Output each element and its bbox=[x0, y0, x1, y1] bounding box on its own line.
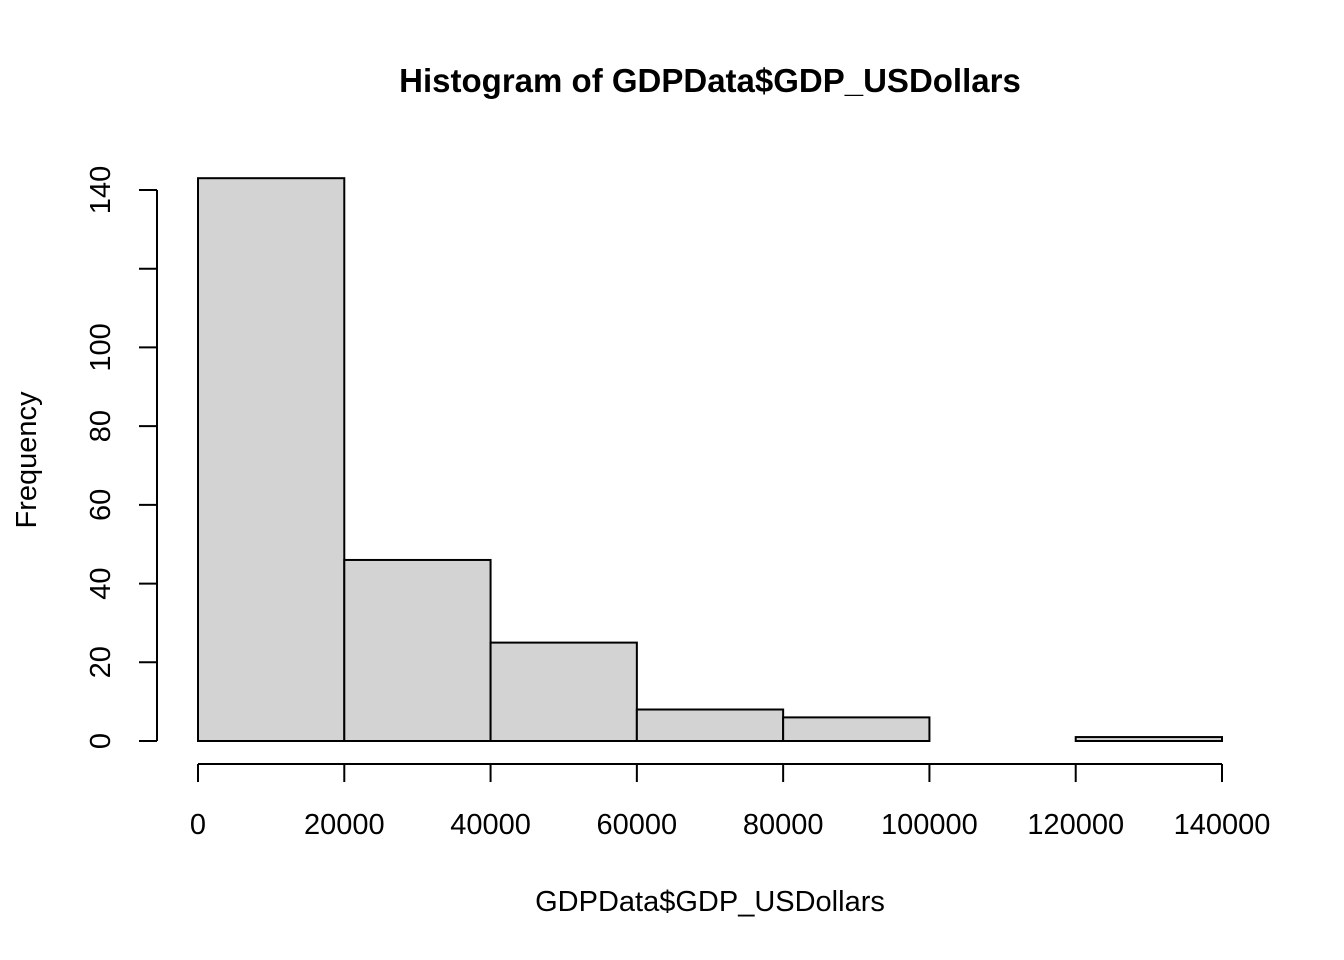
x-tick-label: 100000 bbox=[881, 809, 978, 841]
histogram-bar-3 bbox=[635, 708, 785, 742]
y-tick-label: 60 bbox=[85, 489, 117, 521]
chart-title: Histogram of GDPData$GDP_USDollars bbox=[399, 62, 1021, 99]
y-tick-label: 100 bbox=[85, 323, 117, 371]
y-tick-label: 140 bbox=[85, 166, 117, 214]
x-tick-label: 80000 bbox=[743, 809, 824, 841]
y-tick-label: 0 bbox=[85, 733, 117, 749]
x-axis: 0 20000 40000 60000 80000 100000 120000 140000 bbox=[190, 763, 1271, 841]
histogram-bar-1 bbox=[343, 558, 492, 743]
y-axis-label: Frequency bbox=[11, 391, 43, 529]
x-tick-label: 20000 bbox=[304, 809, 385, 841]
y-axis: 0 20 40 60 80 100 140 bbox=[85, 166, 158, 749]
y-tick-label: 40 bbox=[85, 567, 117, 599]
y-tick-label: 80 bbox=[85, 410, 117, 442]
histogram-bar-0 bbox=[197, 177, 346, 742]
bars-group bbox=[197, 177, 1223, 743]
histogram-bar-4 bbox=[782, 716, 931, 743]
histogram-bar-2 bbox=[489, 641, 638, 742]
x-tick-label: 120000 bbox=[1027, 809, 1124, 841]
x-tick-label: 140000 bbox=[1174, 809, 1271, 841]
histogram-bar-6 bbox=[1074, 736, 1223, 742]
x-tick-label: 0 bbox=[190, 809, 206, 841]
x-tick-label: 40000 bbox=[450, 809, 531, 841]
y-tick-label: 20 bbox=[85, 646, 117, 678]
x-axis-label: GDPData$GDP_USDollars bbox=[535, 886, 885, 918]
x-tick-label: 60000 bbox=[597, 809, 678, 841]
